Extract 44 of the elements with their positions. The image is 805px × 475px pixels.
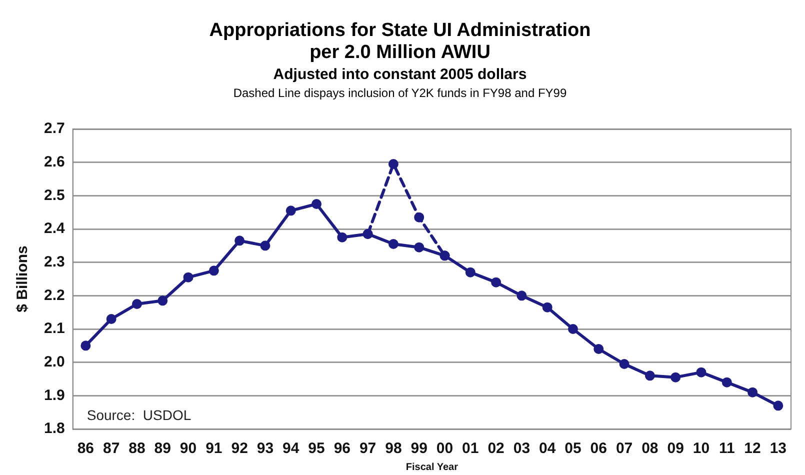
chart-title: Appropriations for State UI Administration per 2.0 Million AWIU xyxy=(208,20,592,64)
x-tick-label: 93 xyxy=(256,440,274,458)
y-tick-label: 1.9 xyxy=(44,386,65,404)
y-tick-label: 2.6 xyxy=(44,153,65,170)
y-tick-label: 1.8 xyxy=(44,420,65,438)
x-tick-label: 09 xyxy=(667,440,684,458)
x-tick-label: 00 xyxy=(436,440,454,458)
x-tick-label: 96 xyxy=(334,440,350,458)
text: Dashed Line dispays inclusion of Y2K funds in FY98 and FY99 xyxy=(232,86,568,100)
y-tick-label: 2.7 xyxy=(44,120,65,138)
y-tick-label: 2.0 xyxy=(44,353,65,370)
x-tick-label: 94 xyxy=(282,440,300,458)
x-tick-label: 91 xyxy=(206,440,222,458)
x-tick-label: 89 xyxy=(154,440,171,458)
x-tick-label: 92 xyxy=(231,440,248,458)
x-tick-label: 10 xyxy=(692,440,710,458)
x-tick-label: 90 xyxy=(180,440,197,458)
x-tick-label: 03 xyxy=(513,440,530,458)
y-tick-label: 2.2 xyxy=(44,286,65,304)
x-tick-label: 02 xyxy=(488,440,504,458)
x-tick-label: 01 xyxy=(462,440,479,458)
annotation: Source: USDOL xyxy=(86,406,192,423)
x-tick-label: 86 xyxy=(77,440,94,458)
y-tick-label: 2.1 xyxy=(44,320,65,338)
y-tick-label: 2.3 xyxy=(44,253,65,270)
y-tick-label: 2.4 xyxy=(44,220,66,238)
x-tick-label: 07 xyxy=(616,440,633,458)
x-tick-label: 99 xyxy=(410,440,428,458)
x-tick-label: 06 xyxy=(590,440,607,458)
x-tick-label: 13 xyxy=(770,440,787,458)
x-tick-label: 04 xyxy=(539,440,556,458)
x-tick-label: 95 xyxy=(308,440,325,458)
y-axis-title: $ Billions xyxy=(14,246,32,312)
x-tick-label: 11 xyxy=(718,440,735,458)
x-tick-label: 98 xyxy=(385,440,402,458)
x-tick-label: 08 xyxy=(642,440,658,458)
x-tick-label: 97 xyxy=(359,440,376,458)
x-axis-title: Fiscal Year xyxy=(406,462,458,473)
y-tick-label: 2.5 xyxy=(44,186,65,204)
x-tick-label: 12 xyxy=(744,440,761,458)
chart-subtitle: Adjusted into constant 2005 dollars xyxy=(272,66,528,83)
x-tick-label: 87 xyxy=(102,440,120,458)
x-tick-label: 88 xyxy=(128,440,146,458)
x-tick-label: 05 xyxy=(564,440,582,458)
